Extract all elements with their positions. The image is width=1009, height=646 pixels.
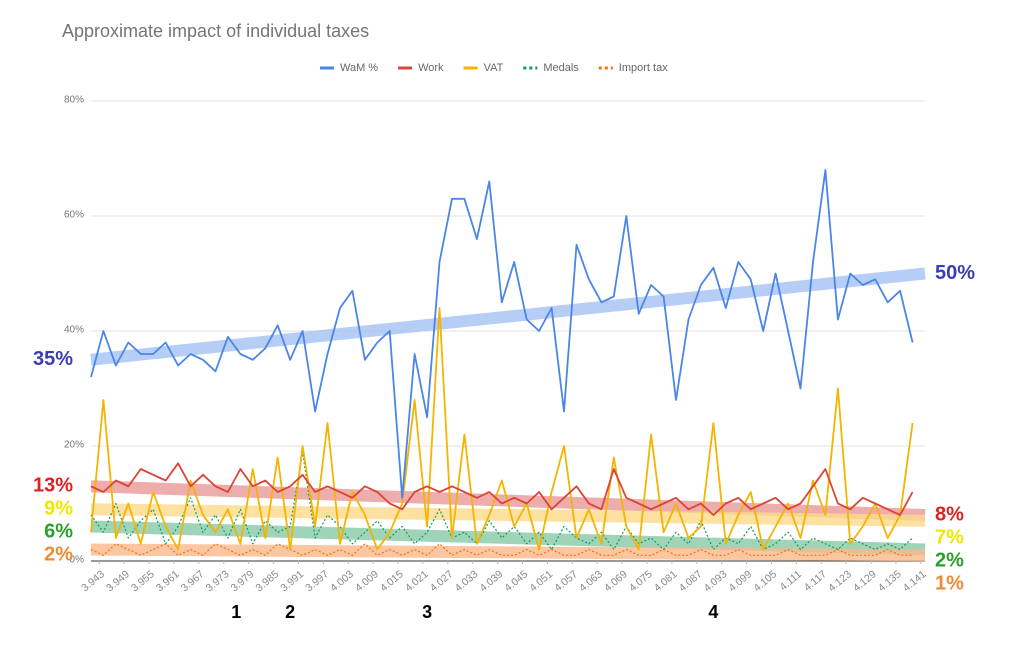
x-tick-label: 4.117	[802, 568, 829, 594]
x-tick-label: 3.961	[154, 568, 182, 594]
legend-label: VAT	[484, 62, 504, 74]
x-tick-label: 4.141	[901, 568, 929, 594]
x-tick-label: 4.123	[826, 568, 854, 594]
series-line	[90, 451, 914, 551]
y-tick-label: 60%	[64, 210, 84, 221]
x-tick-label: 4.045	[502, 568, 530, 594]
x-tick-label: 3.985	[253, 568, 281, 594]
y-tick-label: 0%	[70, 555, 85, 566]
x-tick-label: 3.973	[204, 568, 232, 594]
legend: WaM % Work VAT Medals Import tax	[320, 62, 668, 74]
x-tick-label: 4.081	[652, 568, 680, 594]
trend-label: 2%	[935, 549, 964, 571]
series-line	[90, 462, 914, 516]
y-tick-label: 20%	[64, 440, 84, 451]
annotation: 2	[285, 602, 295, 622]
x-tick-label: 4.003	[328, 568, 356, 594]
legend-label: Work	[418, 62, 444, 74]
annotation: 1	[231, 602, 241, 622]
x-tick-label: 3.997	[303, 568, 331, 594]
trend-label: 35%	[33, 348, 73, 370]
x-tick-label: 4.129	[851, 568, 879, 594]
x-tick-label: 3.949	[104, 568, 132, 594]
y-tick-label: 40%	[64, 325, 84, 336]
x-tick-label: 4.069	[602, 568, 630, 594]
x-tick-label: 3.943	[79, 568, 107, 594]
trend-label: 2%	[44, 544, 73, 566]
annotation: 3	[422, 602, 432, 622]
legend-label: Import tax	[619, 62, 668, 74]
x-tick-label: 3.979	[229, 568, 257, 594]
trend-band	[90, 543, 926, 562]
x-tick-label: 4.099	[726, 568, 754, 594]
x-tick-label: 4.021	[403, 568, 431, 594]
trend-band	[90, 267, 926, 366]
legend-label: WaM %	[340, 62, 378, 74]
x-tick-label: 4.093	[702, 568, 730, 594]
chart-title: Approximate impact of individual taxes	[62, 21, 369, 41]
series-line	[90, 543, 913, 556]
trend-label: 13%	[33, 475, 73, 497]
legend-label: Medals	[543, 62, 579, 74]
x-tick-label: 4.033	[453, 568, 481, 594]
x-tick-label: 4.051	[527, 568, 555, 594]
x-tick-label: 4.063	[577, 568, 605, 594]
series-line	[90, 169, 914, 499]
x-tick-label: 4.009	[353, 568, 381, 594]
trend-label: 9%	[44, 498, 73, 520]
trend-label: 6%	[44, 521, 73, 543]
y-tick-label: 80%	[64, 95, 84, 106]
x-tick-label: 4.015	[378, 568, 406, 594]
x-tick-label: 4.027	[428, 568, 456, 594]
annotation: 4	[708, 602, 718, 622]
x-tick-label: 3.967	[179, 568, 207, 594]
x-tick-label: 4.075	[627, 568, 655, 594]
x-tick-label: 3.991	[278, 568, 306, 594]
trend-label: 8%	[935, 503, 964, 525]
x-tick-label: 3.955	[129, 568, 157, 594]
x-tick-label: 4.039	[477, 568, 505, 594]
x-tick-label: 4.105	[751, 568, 779, 594]
trend-band	[90, 520, 926, 556]
trend-band	[90, 503, 926, 527]
series-line	[90, 307, 914, 551]
x-tick-label: 4.057	[552, 568, 580, 594]
trend-label: 1%	[935, 572, 964, 594]
x-tick-label: 4.135	[876, 568, 904, 594]
trend-label: 7%	[935, 526, 964, 548]
trend-label: 50%	[935, 262, 975, 284]
x-tick-label: 4.111	[777, 568, 804, 593]
x-tick-label: 4.087	[677, 568, 705, 594]
